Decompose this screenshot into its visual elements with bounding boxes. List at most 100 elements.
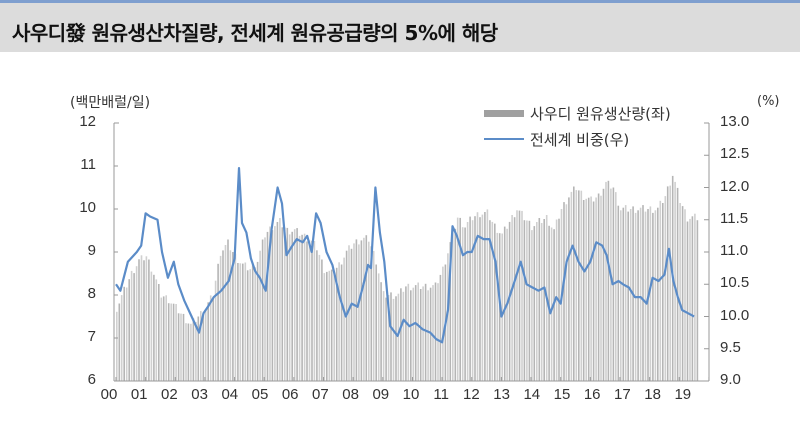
production-bars <box>116 175 699 381</box>
production-bar <box>622 207 625 381</box>
production-bar <box>182 313 185 381</box>
production-bar <box>311 240 313 381</box>
right-axis-tick-label: 10.5 <box>720 274 750 292</box>
production-bar <box>563 202 565 381</box>
right-axis-tick-label: 10.0 <box>720 306 750 324</box>
production-bar <box>185 323 187 381</box>
production-bar <box>518 210 521 381</box>
production-bar <box>494 223 496 381</box>
right-axis-tick-label: 9.0 <box>720 371 741 388</box>
production-bar <box>486 209 489 381</box>
legend-item-production: 사우디 원유생산량(좌) <box>484 100 671 126</box>
production-bar <box>348 245 350 381</box>
production-bar <box>649 206 652 381</box>
production-bar <box>368 241 370 381</box>
production-bar <box>424 283 427 381</box>
production-bar <box>479 217 481 381</box>
legend-item-share: 전세계 비중(우) <box>484 126 671 152</box>
left-axis-tick-label: 6 <box>87 371 96 388</box>
production-bar <box>237 263 239 381</box>
production-bar <box>627 211 629 381</box>
production-bar <box>281 227 284 381</box>
production-bar <box>501 233 503 381</box>
production-bar <box>469 216 471 381</box>
production-bar <box>620 210 622 381</box>
production-bar <box>298 235 301 381</box>
production-bar <box>301 234 303 381</box>
production-bar <box>531 230 533 381</box>
left-axis-unit: (백만배럴/일) <box>70 95 151 111</box>
right-axis-tick-label: 12.0 <box>720 177 750 195</box>
production-bar <box>293 229 296 381</box>
production-bar <box>686 221 689 381</box>
x-axis-tick-label: 06 <box>281 386 299 403</box>
production-bar <box>160 297 163 381</box>
production-bar <box>410 290 412 381</box>
production-bar <box>605 181 607 381</box>
production-bar <box>610 188 612 381</box>
production-bar <box>523 220 526 381</box>
production-bar <box>138 259 140 381</box>
production-bar <box>419 289 422 381</box>
production-bar <box>427 290 429 381</box>
production-bar <box>313 241 316 381</box>
right-axis-tick-label: 11.5 <box>720 209 749 227</box>
production-bar <box>350 248 353 381</box>
production-bar <box>318 254 321 381</box>
production-bar <box>521 210 523 381</box>
production-bar <box>484 212 486 381</box>
production-bar <box>128 279 130 381</box>
production-bar <box>306 241 308 381</box>
production-bar <box>550 227 553 381</box>
legend: 사우디 원유생산량(좌) 전세계 비중(우) <box>484 100 671 152</box>
production-bar <box>471 220 474 381</box>
production-bar <box>642 205 644 381</box>
legend-line-swatch <box>484 138 524 140</box>
production-bar <box>676 187 679 381</box>
x-axis-tick-label: 19 <box>674 386 692 403</box>
production-bar <box>575 190 578 381</box>
production-bar <box>662 203 664 381</box>
production-bar <box>496 232 499 381</box>
legend-bar-swatch <box>484 109 524 117</box>
production-bar <box>355 239 358 381</box>
production-bar <box>224 245 227 381</box>
production-bar <box>417 282 419 381</box>
production-bar <box>590 196 592 381</box>
production-bar <box>536 222 538 381</box>
production-bar <box>405 286 407 381</box>
production-bar <box>256 261 259 381</box>
x-axis-tick-label: 07 <box>312 386 329 403</box>
production-bar <box>543 219 545 381</box>
production-bar <box>377 273 380 381</box>
x-axis-tick-label: 11 <box>433 386 449 403</box>
production-bar <box>674 181 676 381</box>
production-bar <box>629 209 632 381</box>
x-axis-tick-label: 03 <box>191 386 208 403</box>
production-bar <box>123 286 125 381</box>
production-bar <box>249 269 251 381</box>
production-bar <box>180 313 182 381</box>
production-bar <box>190 323 192 381</box>
production-bar <box>165 295 167 381</box>
production-bar <box>330 269 333 381</box>
production-bar <box>390 292 392 381</box>
production-bar <box>219 255 222 381</box>
production-bar <box>167 303 170 381</box>
production-bar <box>158 284 160 381</box>
production-bar <box>200 311 202 381</box>
production-bar <box>684 209 686 381</box>
right-axis-tick-label: 12.5 <box>720 145 750 163</box>
production-bar <box>456 217 459 381</box>
production-bar <box>691 216 694 381</box>
production-bar <box>195 321 197 381</box>
production-bar <box>209 295 212 381</box>
production-bar <box>412 287 415 381</box>
production-bar <box>375 264 377 381</box>
production-bar <box>442 266 444 381</box>
x-axis-tick-label: 04 <box>221 386 239 403</box>
production-bar <box>447 253 449 381</box>
production-bar <box>666 186 669 381</box>
x-axis-tick-label: 09 <box>372 386 390 403</box>
production-bar <box>204 309 207 381</box>
